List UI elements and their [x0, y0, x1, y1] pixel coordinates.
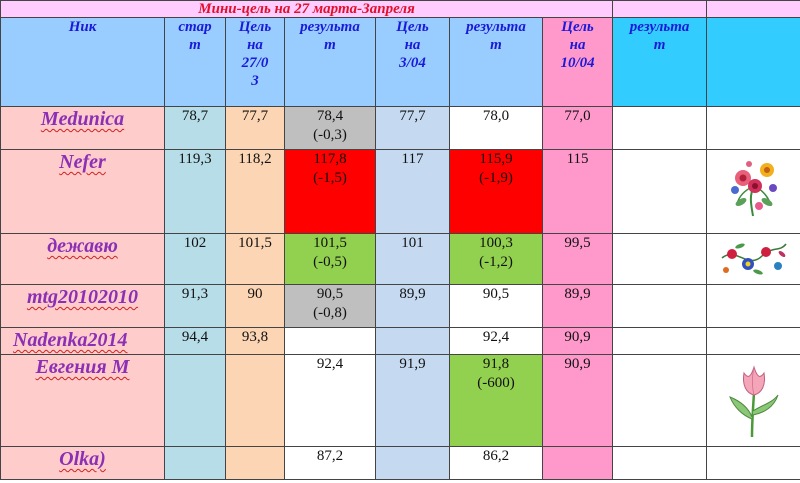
- result-2-cell: 90,5: [449, 284, 543, 328]
- nick-cell: Olka): [0, 446, 165, 480]
- title-cell-empty: [706, 0, 800, 18]
- start-cell: [164, 354, 226, 447]
- result-3-cell: [612, 149, 708, 234]
- result-2-cell: 115,9 (-1,9): [449, 149, 543, 234]
- nick-cell: дежавю: [0, 233, 165, 285]
- table-row: Meduniсa 78,7 77,7 78,4 (-0,3) 77,7 78,0…: [0, 106, 800, 150]
- nick-text: Meduniсa: [40, 108, 125, 130]
- result-1-cell: 90,5 (-0,8): [284, 284, 376, 328]
- result-2-cell: 86,2: [449, 446, 543, 480]
- nick-cell: Евгения М: [0, 354, 165, 447]
- goal-3-04-cell: 101: [375, 233, 450, 285]
- result-3-cell: [612, 354, 708, 447]
- result-3-cell: [612, 284, 708, 328]
- goal-27-03-cell: 77,7: [225, 106, 285, 150]
- header-result-3: результа т: [612, 17, 708, 107]
- start-cell: [164, 446, 226, 480]
- result-2-cell: 92,4: [449, 327, 543, 355]
- header-row: Ник стар т Цель на 27/0 3 результа т Цел…: [0, 17, 800, 107]
- result-1-cell: 117,8 (-1,5): [284, 149, 376, 234]
- start-cell: 91,3: [164, 284, 226, 328]
- nick-cell: Meduniсa: [0, 106, 165, 150]
- goal-10-04-cell: [541, 446, 614, 480]
- result-1-cell: [284, 327, 376, 355]
- decoration-cell: [706, 327, 800, 355]
- table-row: Nefer 119,3 118,2 117,8 (-1,5) 117 115,9…: [0, 149, 800, 234]
- flower-bouquet-icon: [730, 161, 777, 217]
- result-3-cell: [612, 446, 708, 480]
- title-row: Мини-цель на 27 марта-Запреля: [0, 0, 800, 18]
- goal-3-04-cell: 77,7: [375, 106, 450, 150]
- goal-3-04-cell: [375, 327, 450, 355]
- decoration-cell: [706, 149, 800, 234]
- table-row: Nadenka2014 94,4 93,8 92,4 90,9: [0, 327, 800, 355]
- goal-27-03-cell: 101,5: [225, 233, 285, 285]
- table-row: дежавю 102 101,5 101,5 (-0,5) 101 100,3 …: [0, 233, 800, 285]
- result-2-cell: 91,8 (-600): [449, 354, 543, 447]
- result-2-cell: 100,3 (-1,2): [449, 233, 543, 285]
- nick-cell: Nadenka2014: [0, 327, 165, 355]
- start-cell: 119,3: [164, 149, 226, 234]
- tulip-icon: [728, 365, 779, 438]
- result-1-cell: 78,4 (-0,3): [284, 106, 376, 150]
- goal-3-04-cell: [375, 446, 450, 480]
- decoration-cell: [706, 354, 800, 447]
- goal-10-04-cell: 99,5: [541, 233, 614, 285]
- goal-27-03-cell: 93,8: [225, 327, 285, 355]
- goal-27-03-cell: [225, 446, 285, 480]
- header-goal-3-04: Цель на 3/04: [375, 17, 450, 107]
- header-goal-27-03: Цель на 27/0 3: [225, 17, 285, 107]
- goal-3-04-cell: 89,9: [375, 284, 450, 328]
- goal-27-03-cell: 90: [225, 284, 285, 328]
- goal-10-04-cell: 90,9: [541, 327, 614, 355]
- goal-27-03-cell: 118,2: [225, 149, 285, 234]
- result-1-cell: 87,2: [284, 446, 376, 480]
- nick-text: Olka): [59, 448, 106, 470]
- decoration-cell: [706, 233, 800, 285]
- header-start: стар т: [164, 17, 226, 107]
- nick-text: Nefer: [59, 151, 106, 173]
- goal-3-04-cell: 117: [375, 149, 450, 234]
- goal-10-04-cell: 77,0: [541, 106, 614, 150]
- header-goal-10-04: Цель на 10/04: [541, 17, 614, 107]
- goal-3-04-cell: 91,9: [375, 354, 450, 447]
- title-cell-empty: [612, 0, 708, 18]
- nick-text: Nadenka2014: [13, 329, 128, 351]
- nick-text: дежавю: [47, 235, 118, 257]
- nick-text: Евгения М: [35, 356, 130, 378]
- start-cell: 78,7: [164, 106, 226, 150]
- nick-text: mtg20102010: [26, 286, 139, 308]
- result-1-cell: 92,4: [284, 354, 376, 447]
- start-cell: 94,4: [164, 327, 226, 355]
- table-row: mtg20102010 91,3 90 90,5 (-0,8) 89,9 90,…: [0, 284, 800, 328]
- result-3-cell: [612, 327, 708, 355]
- goal-10-04-cell: 90,9: [541, 354, 614, 447]
- flower-ornament-icon: [721, 243, 787, 275]
- table-row: Olka) 87,2 86,2: [0, 446, 800, 480]
- nick-cell: Nefer: [0, 149, 165, 234]
- table-title: Мини-цель на 27 марта-Запреля: [0, 0, 614, 18]
- nick-cell: mtg20102010: [0, 284, 165, 328]
- decoration-cell: [706, 446, 800, 480]
- header-result-1: результа т: [284, 17, 376, 107]
- goal-10-04-cell: 89,9: [541, 284, 614, 328]
- header-result-2: результа т: [449, 17, 543, 107]
- start-cell: 102: [164, 233, 226, 285]
- result-3-cell: [612, 233, 708, 285]
- goal-27-03-cell: [225, 354, 285, 447]
- header-empty: [706, 17, 800, 107]
- goal-10-04-cell: 115: [541, 149, 614, 234]
- result-3-cell: [612, 106, 708, 150]
- result-1-cell: 101,5 (-0,5): [284, 233, 376, 285]
- result-2-cell: 78,0: [449, 106, 543, 150]
- decoration-cell: [706, 106, 800, 150]
- decoration-cell: [706, 284, 800, 328]
- header-nick: Ник: [0, 17, 165, 107]
- table-row: Евгения М 92,4 91,9 91,8 (-600) 90,9: [0, 354, 800, 447]
